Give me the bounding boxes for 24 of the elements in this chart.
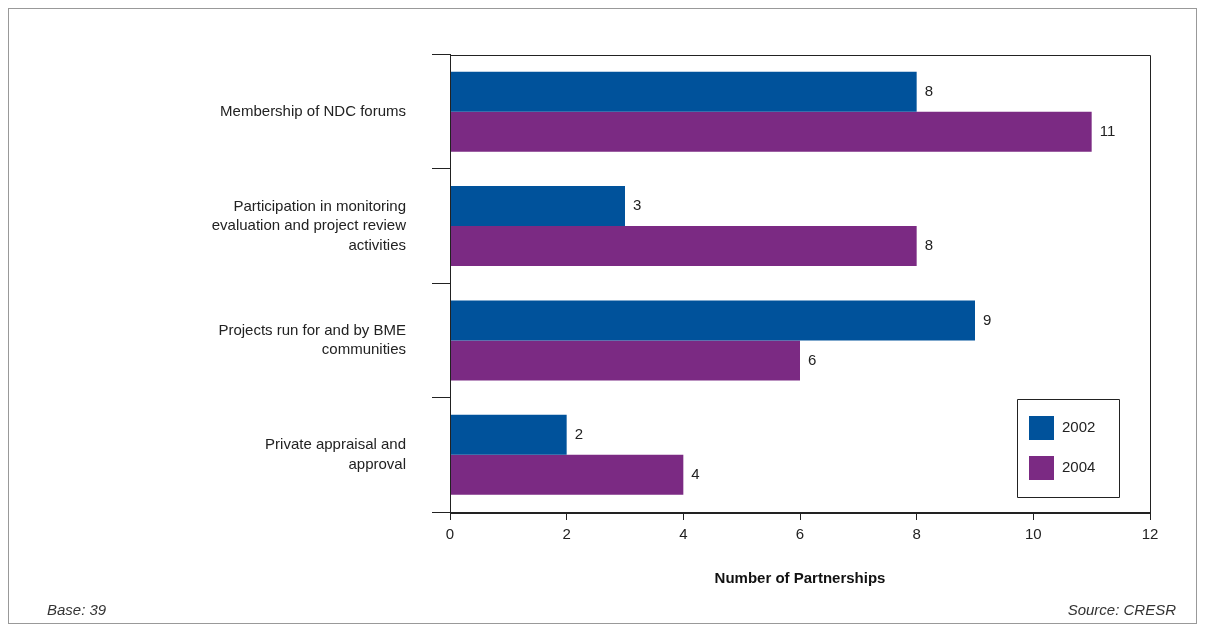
data-label: 9 <box>983 310 992 328</box>
x-tick-label: 10 <box>1024 525 1042 543</box>
data-label: 4 <box>691 464 700 482</box>
x-tick-label: 0 <box>445 525 455 543</box>
text: Base: 39 <box>47 601 107 618</box>
data-label: 8 <box>924 236 934 254</box>
x-axis-title: Number of Partnerships <box>714 569 886 587</box>
legend-label: 2004 <box>1062 458 1096 476</box>
y-tick-label: Participation in monitoring evaluation and project review activities <box>211 196 407 253</box>
data-label: 11 <box>1099 121 1116 139</box>
data-label: 8 <box>924 81 934 99</box>
y-tick-label: Projects run for and by BME communities <box>218 320 406 358</box>
x-tick-label: 4 <box>679 525 688 543</box>
y-tick-label: Private appraisal and approval <box>265 435 406 472</box>
source-note: Source: CRESR <box>1067 601 1177 618</box>
x-tick-label: 8 <box>912 525 921 543</box>
x-tick-label: 12 <box>1141 525 1159 543</box>
data-label: 3 <box>633 196 642 214</box>
y-tick-label: Membership of NDC forums <box>220 101 406 119</box>
x-tick-label: 6 <box>795 525 805 543</box>
data-label: 2 <box>574 424 584 442</box>
x-tick-label: 2 <box>562 525 571 543</box>
legend-label: 2002 <box>1062 418 1096 436</box>
data-label: 6 <box>808 350 817 368</box>
